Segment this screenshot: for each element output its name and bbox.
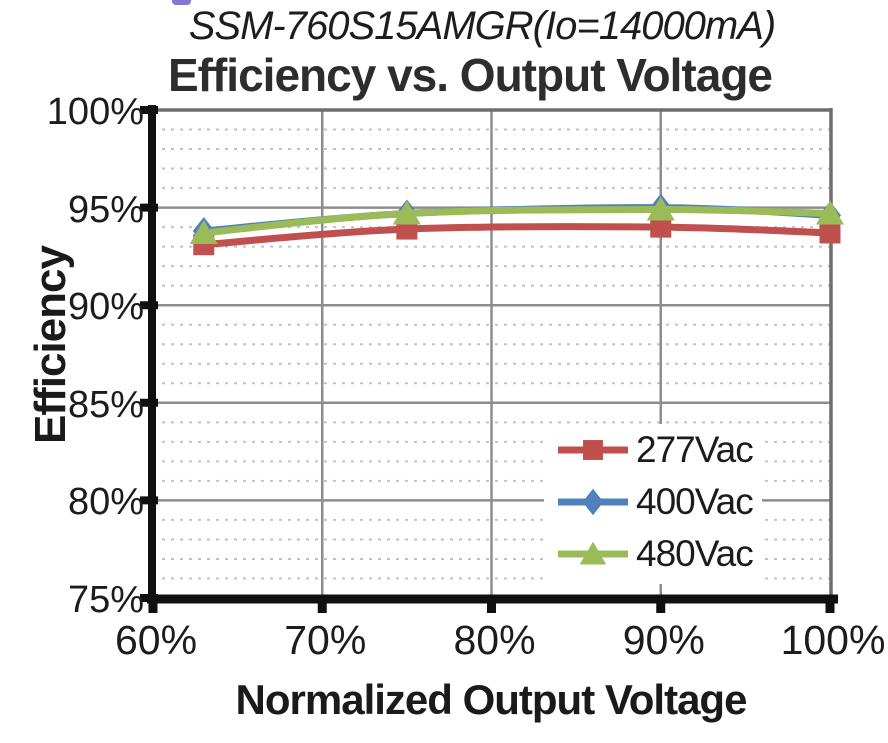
- marker-diamond: [582, 488, 604, 516]
- y-tick-label-85: 85%: [67, 383, 144, 426]
- legend-entry-400vac: 400Vac: [544, 478, 762, 526]
- legend-label-400vac: 400Vac: [636, 481, 754, 522]
- marker-triangle: [189, 219, 218, 244]
- x-tick-label-80: 80%: [453, 617, 536, 663]
- x-tick-label-90: 90%: [622, 617, 705, 663]
- y-tick-label-75: 75%: [67, 579, 144, 621]
- y-tick-label-95: 95%: [67, 188, 144, 231]
- y-tick-label-90: 90%: [67, 286, 144, 329]
- x-tick-label-70: 70%: [284, 617, 367, 663]
- legend-swatch-277vac: [558, 440, 628, 460]
- chart-subtitle: SSM-760S15AMGR(Io=14000mA): [188, 4, 776, 48]
- marker-triangle: [816, 200, 844, 225]
- y-tick-label-80: 80%: [67, 481, 144, 524]
- x-tick-label-100: 100%: [780, 617, 886, 663]
- x-axis-title: Normalized Output Voltage: [235, 676, 748, 723]
- cropped-link-artifact: [172, 0, 191, 5]
- marker-triangle: [579, 541, 607, 565]
- marker-square: [819, 222, 841, 244]
- legend-entry-480vac: 480Vac: [544, 530, 762, 578]
- legend-swatch-400vac: [558, 488, 628, 516]
- marker-square: [650, 216, 672, 238]
- legend-label-277vac: 277Vac: [636, 429, 754, 470]
- marker-square: [583, 440, 603, 460]
- marker-triangle: [646, 196, 675, 221]
- legend: 277Vac 400Vac 480Vac: [544, 424, 762, 584]
- chart-title: Efficiency vs. Output Voltage: [167, 49, 773, 101]
- legend-label-480vac: 480Vac: [636, 533, 754, 574]
- legend-entry-277vac: 277Vac: [544, 426, 762, 474]
- legend-swatch-480vac: [558, 541, 628, 565]
- series-line-480Vac: [200, 206, 834, 237]
- x-tick-label-60: 60%: [114, 617, 198, 663]
- series-line-277Vac: [200, 223, 834, 249]
- y-tick-label-100: 100%: [46, 91, 144, 133]
- series-480Vac: [189, 196, 844, 244]
- marker-triangle: [392, 200, 421, 225]
